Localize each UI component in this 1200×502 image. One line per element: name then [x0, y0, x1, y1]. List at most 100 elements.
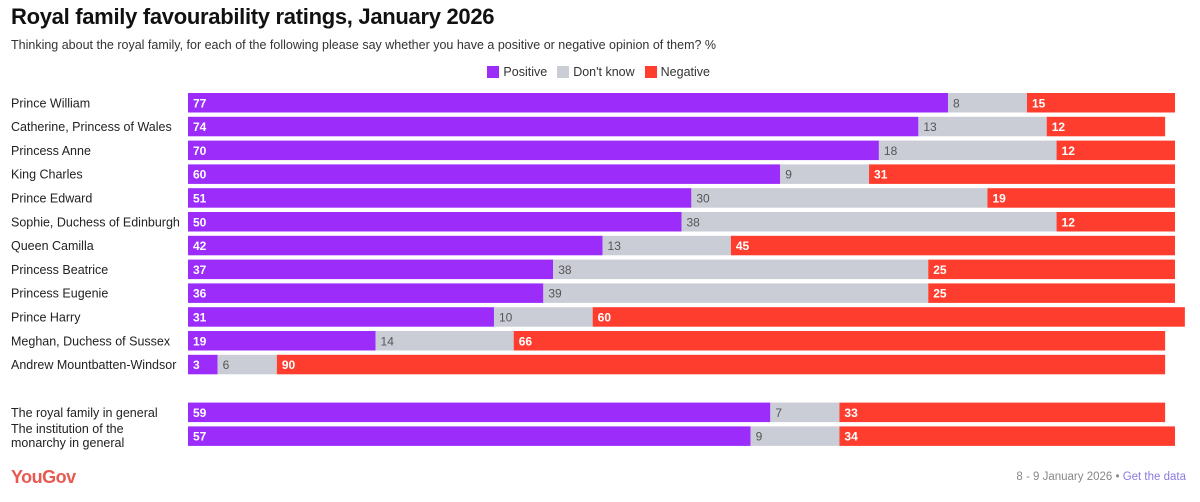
bar-row: Prince William 77 8 15	[11, 93, 1175, 113]
data-label: 12	[1062, 215, 1076, 229]
data-label: 39	[548, 287, 562, 301]
bar-segment-negative	[839, 426, 1175, 446]
bar-segment-positive	[188, 426, 751, 446]
bar-segment-negative	[928, 283, 1175, 303]
data-label: 8	[953, 96, 960, 110]
category-label: Princess Anne	[11, 144, 91, 158]
data-label: 9	[756, 430, 763, 444]
bar-segment-negative	[1056, 140, 1175, 161]
category-label: Princess Beatrice	[11, 263, 108, 277]
data-label: 51	[193, 191, 207, 205]
footer-date: 8 - 9 January 2026	[1016, 471, 1113, 483]
bar-row: Princess Anne 70 18 12	[11, 140, 1175, 161]
bar-segment-negative	[1026, 93, 1175, 113]
bar-segment-negative	[592, 307, 1185, 327]
bar-segment-positive	[188, 164, 781, 184]
data-label: 77	[193, 96, 207, 110]
bar-row: Princess Eugenie 36 39 25	[11, 283, 1175, 303]
bar-row: Meghan, Duchess of Sussex 19 14 66	[11, 331, 1166, 351]
data-label: 74	[193, 120, 207, 134]
data-label: 50	[193, 215, 207, 229]
bar-segment-don-t-know	[691, 188, 988, 208]
bar-segment-don-t-know	[602, 235, 731, 256]
category-label: Sophie, Duchess of Edinburgh	[11, 215, 180, 229]
data-label: 57	[193, 430, 207, 444]
data-label: 13	[608, 239, 622, 253]
bar-segment-don-t-know	[878, 140, 1057, 161]
category-label: Prince Harry	[11, 310, 81, 324]
bar-segment-negative	[1056, 212, 1175, 232]
bar-segment-don-t-know	[780, 164, 870, 184]
data-label: 3	[193, 358, 200, 372]
data-label: 59	[193, 406, 207, 420]
bar-segment-don-t-know	[543, 283, 929, 303]
data-label: 42	[193, 239, 207, 253]
data-label: 31	[874, 168, 888, 182]
data-label: 60	[193, 168, 207, 182]
bar-row: Andrew Mountbatten-Windsor 3 6 90	[11, 354, 1166, 375]
bar-segment-negative	[839, 402, 1166, 423]
bar-segment-negative	[730, 235, 1175, 256]
chart-title: Royal family favourability ratings, Janu…	[11, 4, 495, 29]
legend-item-dont-know: Don't know	[557, 65, 635, 79]
data-label: 19	[193, 334, 207, 348]
bar-segment-positive	[188, 188, 692, 208]
data-label: 25	[933, 287, 947, 301]
bar-row: Prince Edward 51 30 19	[11, 188, 1175, 208]
data-label: 60	[598, 310, 612, 324]
data-label: 34	[844, 430, 858, 444]
bar-segment-positive	[188, 331, 376, 351]
category-label: The royal family in general	[11, 406, 158, 420]
bar-segment-don-t-know	[493, 307, 593, 327]
data-label: 14	[381, 334, 395, 348]
bar-segment-don-t-know	[947, 93, 1027, 113]
bar-row: Prince Harry 31 10 60	[11, 307, 1185, 327]
data-label: 30	[696, 191, 710, 205]
bar-row: The institution of the monarchy in genera…	[11, 422, 1175, 450]
data-label: 12	[1062, 144, 1076, 158]
category-label: Prince William	[11, 96, 90, 110]
bar-segment-negative	[1046, 116, 1166, 137]
category-label: Queen Camilla	[11, 239, 94, 253]
bar-row: Catherine, Princess of Wales 74 13 12	[11, 116, 1166, 137]
data-label: 25	[933, 263, 947, 277]
category-label: Meghan, Duchess of Sussex	[11, 334, 171, 348]
category-label: King Charles	[11, 168, 83, 182]
bar-row: The royal family in general 59 7 33	[11, 402, 1166, 423]
data-label: 31	[193, 310, 207, 324]
category-label: Prince Edward	[11, 191, 92, 205]
data-label: 9	[785, 168, 792, 182]
get-the-data-link[interactable]: Get the data	[1122, 471, 1186, 483]
bar-segment-don-t-know	[681, 212, 1057, 232]
legend-swatch-dont-know	[557, 66, 570, 78]
legend-label-negative: Negative	[660, 65, 710, 79]
bar-segment-positive	[188, 283, 544, 303]
data-label: 36	[193, 287, 207, 301]
legend-item-positive: Positive	[487, 65, 547, 79]
bar-row: Princess Beatrice 37 38 25	[11, 259, 1175, 280]
yougov-logo: YouGov	[11, 467, 76, 487]
bar-segment-positive	[188, 259, 554, 280]
category-label: Princess Eugenie	[11, 287, 108, 301]
bar-segment-positive	[188, 354, 218, 375]
bar-segment-negative	[276, 354, 1166, 375]
data-label: 33	[844, 406, 858, 420]
data-label: 7	[775, 406, 782, 420]
bar-segment-positive	[188, 235, 603, 256]
legend-swatch-negative	[644, 66, 657, 78]
data-label: 15	[1032, 96, 1046, 110]
legend-label-positive: Positive	[503, 65, 548, 79]
legend: Positive Don't know Negative	[487, 65, 710, 79]
data-label: 6	[223, 358, 230, 372]
data-label: 70	[193, 144, 207, 158]
category-label: Catherine, Princess of Wales	[11, 120, 172, 134]
legend-item-negative: Negative	[644, 65, 710, 79]
bar-segment-negative	[869, 164, 1175, 184]
category-label: The institution of the monarchy in genera…	[11, 422, 124, 450]
data-label: 38	[558, 263, 572, 277]
bar-segment-positive	[188, 212, 682, 232]
bar-segment-positive	[188, 93, 948, 113]
footer-separator: •	[1112, 471, 1123, 483]
data-label: 37	[193, 263, 207, 277]
